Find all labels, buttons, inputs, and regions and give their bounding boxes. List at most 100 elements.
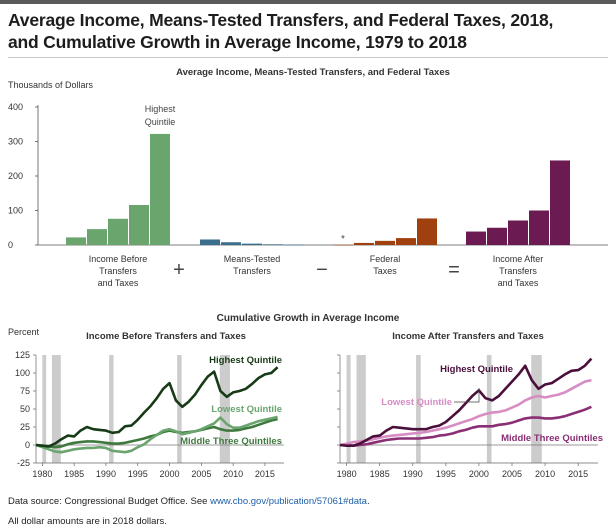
source-link[interactable]: www.cbo.gov/publication/57061#data bbox=[210, 496, 367, 507]
bar-2-3 bbox=[242, 243, 262, 245]
label-leader-line bbox=[454, 388, 480, 403]
bar-y-tick-label: 300 bbox=[8, 137, 23, 147]
growth-x-tick-label: 1990 bbox=[403, 469, 423, 479]
bar-group-label: Federal bbox=[370, 254, 401, 264]
bar-group-label: and Taxes bbox=[498, 278, 539, 288]
growth-series-label: Middle Three Quintiles bbox=[180, 436, 282, 447]
growth-chart-title: Cumulative Growth in Average Income bbox=[217, 313, 400, 324]
bar-group-label: Transfers bbox=[99, 266, 137, 276]
growth-x-tick-label: 2015 bbox=[568, 469, 588, 479]
growth-y-tick-label: 100 bbox=[15, 368, 30, 378]
bar-4-1 bbox=[466, 231, 486, 245]
growth-x-tick-label: 1985 bbox=[370, 469, 390, 479]
growth-x-tick-label: 2010 bbox=[223, 469, 243, 479]
growth-x-tick-label: 1980 bbox=[32, 469, 52, 479]
growth-y-tick-label: 75 bbox=[20, 386, 30, 396]
bar-1-4 bbox=[129, 204, 149, 245]
asterisk-note: * bbox=[341, 234, 345, 245]
bar-group-label: Income After bbox=[493, 254, 544, 264]
growth-y-axis-label: Percent bbox=[8, 327, 40, 337]
recession-band bbox=[42, 355, 47, 463]
growth-x-tick-label: 2010 bbox=[535, 469, 555, 479]
growth-series-lowest-quintile bbox=[35, 415, 278, 454]
bar-y-tick-label: 100 bbox=[8, 206, 23, 216]
growth-y-tick-label: 125 bbox=[15, 350, 30, 360]
bar-group-label: Income Before bbox=[89, 254, 148, 264]
recession-band bbox=[531, 355, 542, 463]
title-divider bbox=[8, 57, 608, 58]
growth-x-tick-label: 2005 bbox=[191, 469, 211, 479]
bar-1-1 bbox=[66, 237, 86, 245]
growth-y-tick-label: 0 bbox=[25, 440, 30, 450]
bar-3-1 bbox=[333, 244, 353, 246]
growth-x-tick-label: 1990 bbox=[96, 469, 116, 479]
dollar-note: All dollar amounts are in 2018 dollars. bbox=[8, 516, 167, 527]
growth-series-label: Highest Quintile bbox=[440, 364, 513, 375]
page-title: Average Income, Means-Tested Transfers, … bbox=[8, 9, 608, 53]
growth-series-label: Lowest Quintile bbox=[211, 404, 282, 415]
source-prefix: Data source: Congressional Budget Office… bbox=[8, 496, 211, 507]
bar-group-label: Means-Tested bbox=[224, 254, 281, 264]
bar-y-axis-label: Thousands of Dollars bbox=[8, 80, 94, 90]
growth-x-tick-label: 1995 bbox=[128, 469, 148, 479]
bar-1-5 bbox=[150, 133, 170, 245]
source-note: Data source: Congressional Budget Office… bbox=[8, 496, 370, 507]
recession-band bbox=[416, 355, 421, 463]
growth-series-label: Middle Three Quintiles bbox=[501, 433, 603, 444]
figure-canvas: Average Income, Means-Tested Transfers, … bbox=[8, 67, 608, 479]
growth-panel-title: Income Before Transfers and Taxes bbox=[86, 331, 246, 342]
bar-chart-title: Average Income, Means-Tested Transfers, … bbox=[176, 67, 450, 78]
bar-3-3 bbox=[375, 240, 395, 245]
bar-y-tick-label: 200 bbox=[8, 171, 23, 181]
recession-band bbox=[177, 355, 182, 463]
growth-series-lowest-quintile bbox=[339, 378, 592, 447]
bar-4-2 bbox=[487, 227, 507, 245]
recession-band bbox=[346, 355, 351, 463]
growth-x-tick-label: 1980 bbox=[337, 469, 357, 479]
bar-group-label: Taxes bbox=[373, 266, 397, 276]
growth-x-tick-label: 2015 bbox=[255, 469, 275, 479]
bar-2-4 bbox=[263, 244, 283, 245]
bar-1-3 bbox=[108, 218, 128, 245]
highest-quintile-annotation-2: Quintile bbox=[145, 117, 176, 127]
bar-1-2 bbox=[87, 229, 107, 245]
bar-group-label: Transfers bbox=[499, 266, 537, 276]
recession-band bbox=[109, 355, 114, 463]
bar-2-2 bbox=[221, 242, 241, 245]
growth-x-tick-label: 1985 bbox=[64, 469, 84, 479]
bar-y-tick-label: 0 bbox=[8, 240, 13, 250]
title-line-2: and Cumulative Growth in Average Income,… bbox=[8, 32, 467, 52]
bar-group-label: and Taxes bbox=[98, 278, 139, 288]
bar-4-4 bbox=[529, 210, 549, 245]
operator-symbol: + bbox=[173, 259, 185, 281]
operator-symbol: − bbox=[316, 259, 328, 281]
growth-x-tick-label: 2005 bbox=[502, 469, 522, 479]
growth-x-tick-label: 2000 bbox=[469, 469, 489, 479]
growth-y-tick-label: -25 bbox=[17, 458, 30, 468]
bar-2-5 bbox=[284, 244, 304, 246]
bar-2-1 bbox=[200, 239, 220, 245]
bar-group-label: Transfers bbox=[233, 266, 271, 276]
growth-panel-title: Income After Transfers and Taxes bbox=[392, 331, 544, 342]
top-bar bbox=[0, 0, 616, 4]
growth-y-tick-label: 25 bbox=[20, 422, 30, 432]
growth-series-label: Lowest Quintile bbox=[381, 397, 452, 408]
growth-x-tick-label: 2000 bbox=[160, 469, 180, 479]
source-suffix: . bbox=[366, 496, 370, 507]
bar-3-2 bbox=[354, 242, 374, 245]
bar-3-4 bbox=[396, 238, 416, 245]
bar-3-5 bbox=[417, 218, 437, 245]
highest-quintile-annotation-1: Highest bbox=[145, 104, 176, 114]
bar-4-5 bbox=[550, 160, 570, 245]
growth-series-highest-quintile bbox=[35, 366, 279, 448]
recession-band bbox=[486, 355, 492, 463]
growth-x-tick-label: 1995 bbox=[436, 469, 456, 479]
bar-y-tick-label: 400 bbox=[8, 102, 23, 112]
recession-band bbox=[219, 355, 230, 463]
bar-4-3 bbox=[508, 220, 528, 245]
operator-symbol: = bbox=[448, 259, 460, 281]
recession-band bbox=[51, 355, 61, 463]
title-line-1: Average Income, Means-Tested Transfers, … bbox=[8, 10, 554, 30]
growth-series-highest-quintile bbox=[339, 357, 593, 448]
growth-y-tick-label: 50 bbox=[20, 404, 30, 414]
